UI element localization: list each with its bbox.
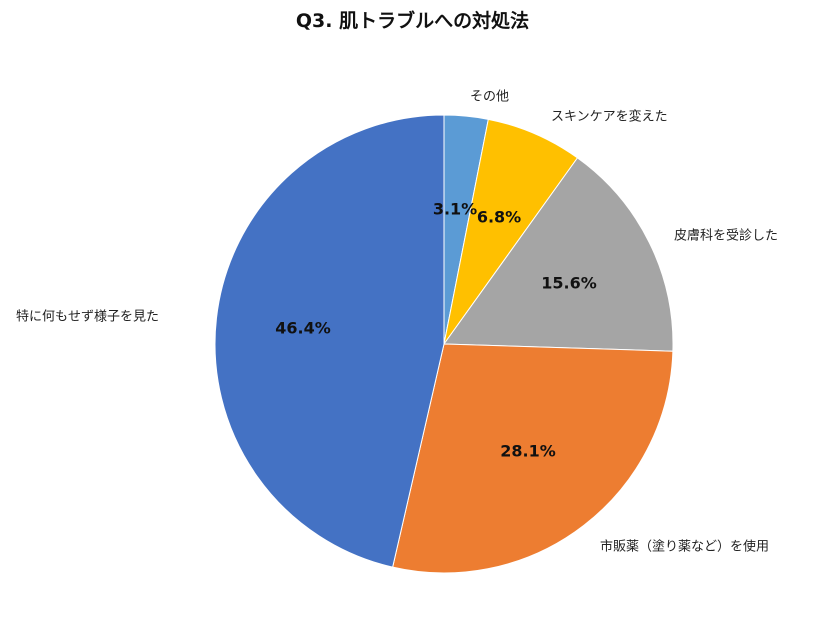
slice-category-label: 特に何もせず様子を見た bbox=[16, 309, 159, 325]
percent-labels: 3.1% 6.8% 15.6% 28.1% 46.4% bbox=[275, 200, 597, 461]
slice-percent-label: 6.8% bbox=[477, 208, 521, 227]
pie-slices bbox=[214, 114, 674, 574]
pie-slice bbox=[443, 157, 674, 352]
pie-slice bbox=[392, 343, 674, 574]
slice-percent-label: 3.1% bbox=[433, 200, 477, 219]
slice-percent-label: 15.6% bbox=[541, 274, 597, 293]
slice-category-label: その他 bbox=[470, 90, 509, 105]
slice-category-label: 皮膚科を受診した bbox=[674, 228, 778, 244]
slice-category-label: 市販薬（塗り薬など）を使用 bbox=[600, 539, 769, 555]
pie-slice bbox=[214, 114, 445, 568]
chart-title: Q3. 肌トラブルへの対処法 bbox=[295, 10, 530, 32]
slice-category-label: スキンケアを変えた bbox=[551, 109, 668, 125]
slice-percent-label: 28.1% bbox=[500, 442, 556, 461]
slice-percent-label: 46.4% bbox=[275, 319, 331, 338]
